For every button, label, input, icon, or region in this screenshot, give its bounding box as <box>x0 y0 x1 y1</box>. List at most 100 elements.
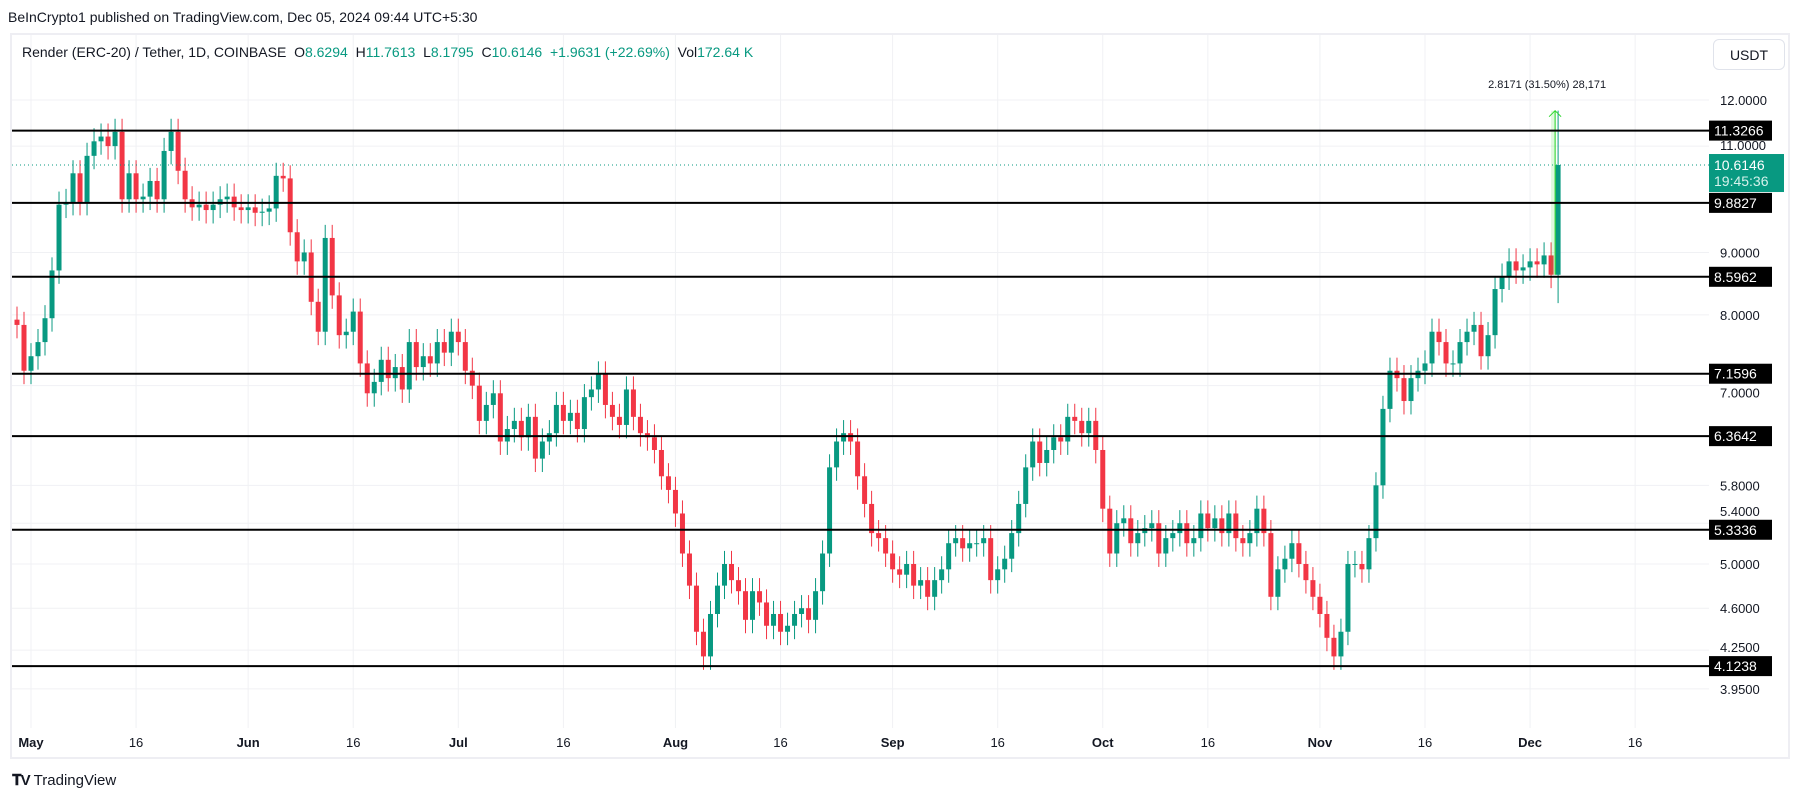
y-tick-label: 5.8000 <box>1720 478 1760 493</box>
x-tick-label: 16 <box>990 735 1004 750</box>
candle-body <box>588 389 594 398</box>
candle-body <box>792 613 798 626</box>
candle-body <box>1534 261 1540 265</box>
candle-body <box>392 367 398 379</box>
candle-body <box>1086 420 1092 434</box>
candle-body <box>42 318 48 343</box>
candle-body <box>427 356 433 364</box>
candle-body <box>154 180 160 200</box>
candle-body <box>560 404 566 421</box>
ohlc-legend: Render (ERC-20) / Tether, 1D, COINBASE O… <box>22 44 753 60</box>
x-tick-label: Aug <box>663 735 688 750</box>
candle-body <box>336 295 342 336</box>
candle-body <box>1520 267 1526 271</box>
candle-body <box>862 476 868 504</box>
tradingview-footer[interactable]: 𝐓V TradingView <box>12 772 116 789</box>
candle-body <box>1289 543 1295 559</box>
measure-label: 2.8171 (31.50%) 28,171 <box>1488 79 1606 91</box>
candle-body <box>1457 342 1463 364</box>
candle-body <box>322 237 328 332</box>
candle-body <box>1247 533 1253 544</box>
candle-body <box>518 420 524 438</box>
candle-body <box>1513 261 1519 271</box>
candle-body <box>539 441 545 459</box>
candle-body <box>1191 538 1197 544</box>
x-tick-label: 16 <box>556 735 570 750</box>
symbol-title[interactable]: Render (ERC-20) / Tether, 1D, COINBASE <box>22 44 287 60</box>
candle-body <box>1422 363 1428 371</box>
candle-body <box>546 433 552 442</box>
candle-body <box>182 170 188 200</box>
candle-body <box>616 416 622 425</box>
candle-body <box>1310 580 1316 597</box>
currency-button[interactable]: USDT <box>1713 39 1785 70</box>
candle-body <box>686 553 692 586</box>
candle-body <box>259 211 265 213</box>
candle-body <box>721 563 727 586</box>
candle-body <box>574 412 580 430</box>
candle-body <box>21 324 27 371</box>
y-tick-label: 5.4000 <box>1720 504 1760 519</box>
candle-body <box>1478 324 1484 357</box>
candle-body <box>1212 518 1218 529</box>
candle-body <box>441 342 447 353</box>
level-price-badge <box>1709 426 1772 447</box>
candle-body <box>827 467 833 554</box>
candle-body <box>1051 437 1057 450</box>
candle-body <box>1037 441 1043 463</box>
candle-body <box>133 173 139 200</box>
candle-body <box>1233 513 1239 539</box>
candle-body <box>623 389 629 425</box>
candle-body <box>841 433 847 442</box>
candle-body <box>196 204 202 208</box>
x-tick-label: May <box>18 735 44 750</box>
x-tick-label: Nov <box>1308 735 1333 750</box>
candle-body <box>525 416 531 438</box>
candle-body <box>869 503 875 534</box>
candle-body <box>658 449 664 477</box>
candle-body <box>1303 563 1309 581</box>
candle-body <box>1170 533 1176 539</box>
candle-body <box>1485 335 1491 357</box>
candle-body <box>462 342 468 371</box>
candle-body <box>91 141 97 156</box>
candle-body <box>1030 441 1036 468</box>
candle-body <box>1282 558 1288 570</box>
candle-body <box>1072 416 1078 421</box>
candle-body <box>925 580 931 597</box>
candle-body <box>252 207 258 213</box>
close-value: 10.6146 <box>491 44 543 60</box>
last-price-badge <box>1709 154 1784 193</box>
candle-body <box>939 569 945 581</box>
level-price-label: 4.1238 <box>1714 658 1757 674</box>
candle-body <box>406 342 412 390</box>
candle-body <box>105 136 111 147</box>
x-tick-label: Oct <box>1092 735 1114 750</box>
x-tick-label: Dec <box>1518 735 1542 750</box>
candle-body <box>70 173 76 202</box>
level-price-badge <box>1709 120 1772 141</box>
candle-body <box>785 625 791 632</box>
candle-body <box>1184 523 1190 544</box>
candle-body <box>757 591 763 603</box>
candle-body <box>736 580 742 592</box>
candle-body <box>1450 363 1456 365</box>
candle-body <box>1548 255 1554 275</box>
candle-body <box>357 311 363 364</box>
candle-body <box>974 543 980 545</box>
candle-body <box>848 433 854 442</box>
candle-body <box>329 237 335 296</box>
candle-body <box>1114 523 1120 554</box>
x-tick-label: 16 <box>1418 735 1432 750</box>
y-tick-label: 7.0000 <box>1720 386 1760 401</box>
candle-body <box>378 359 384 382</box>
candle-body <box>497 393 503 442</box>
candle-body <box>693 585 699 632</box>
candle-body <box>1506 261 1512 277</box>
candle-body <box>1499 276 1505 290</box>
candle-body <box>1436 331 1442 343</box>
tradingview-logo-icon: 𝐓V <box>12 772 31 789</box>
candle-body <box>1156 523 1162 554</box>
candle-body <box>35 342 41 357</box>
